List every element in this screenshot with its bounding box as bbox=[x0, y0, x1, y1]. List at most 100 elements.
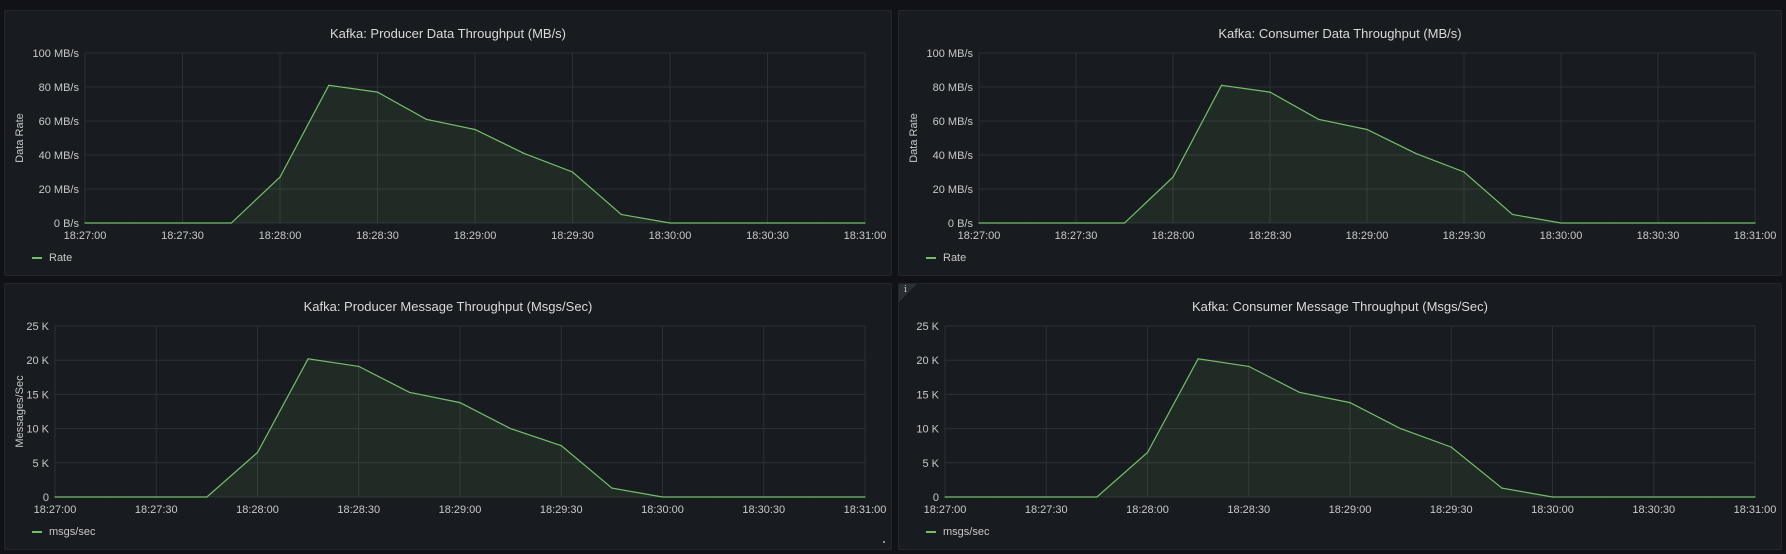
data-point bbox=[1501, 487, 1503, 489]
data-point bbox=[1602, 496, 1604, 498]
panel-producer-msgs[interactable]: Kafka: Producer Message Throughput (Msgs… bbox=[4, 283, 892, 550]
panel-title[interactable]: Kafka: Consumer Data Throughput (MB/s) bbox=[1218, 26, 1462, 41]
data-point bbox=[279, 176, 281, 178]
y-tick-label: 60 MB/s bbox=[39, 116, 80, 128]
y-tick-label: 40 MB/s bbox=[39, 150, 80, 162]
y-axis-label: Data Rate bbox=[908, 113, 920, 163]
x-tick-label: 18:27:00 bbox=[34, 504, 77, 516]
x-tick-label: 18:28:30 bbox=[1227, 504, 1270, 516]
legend[interactable]: msgs/sec bbox=[32, 526, 95, 538]
data-point bbox=[864, 222, 866, 224]
x-tick-label: 18:27:30 bbox=[161, 230, 204, 242]
data-point bbox=[1657, 222, 1659, 224]
x-tick-label: 18:30:30 bbox=[746, 230, 789, 242]
series-area bbox=[55, 358, 865, 497]
y-tick-label: 0 B/s bbox=[54, 218, 80, 230]
x-tick-label: 18:29:00 bbox=[454, 230, 497, 242]
data-point bbox=[155, 496, 157, 498]
panel-consumer-msgs[interactable]: i Kafka: Consumer Message Throughput (Ms… bbox=[898, 283, 1782, 550]
x-tick-label: 18:31:00 bbox=[844, 504, 887, 516]
data-point bbox=[523, 152, 525, 154]
x-tick-label: 18:30:00 bbox=[1531, 504, 1574, 516]
legend-label[interactable]: Rate bbox=[49, 252, 73, 264]
y-tick-label: 5 K bbox=[922, 458, 939, 470]
legend[interactable]: Rate bbox=[32, 252, 72, 264]
data-point bbox=[1349, 402, 1351, 404]
legend-label[interactable]: msgs/sec bbox=[49, 526, 96, 538]
panel-info-corner[interactable] bbox=[899, 284, 917, 302]
panel-consumer-data[interactable]: Kafka: Consumer Data Throughput (MB/s) 0… bbox=[898, 10, 1782, 276]
resize-handle[interactable] bbox=[883, 541, 885, 543]
x-tick-label: 18:29:00 bbox=[439, 504, 482, 516]
data-point bbox=[230, 222, 232, 224]
data-point bbox=[459, 402, 461, 404]
y-tick-label: 15 K bbox=[26, 389, 49, 401]
x-tick-label: 18:30:00 bbox=[641, 504, 684, 516]
data-point bbox=[611, 487, 613, 489]
x-tick-label: 18:29:30 bbox=[1430, 504, 1473, 516]
y-tick-label: 100 MB/s bbox=[927, 48, 974, 60]
legend[interactable]: Rate bbox=[926, 252, 966, 264]
data-point bbox=[1560, 222, 1562, 224]
data-point bbox=[864, 496, 866, 498]
data-point bbox=[1463, 171, 1465, 173]
grid bbox=[84, 52, 866, 224]
x-tick-label: 18:27:30 bbox=[1055, 230, 1098, 242]
info-icon[interactable]: i bbox=[904, 285, 907, 295]
x-tick-label: 18:28:00 bbox=[236, 504, 279, 516]
y-tick-label: 80 MB/s bbox=[933, 82, 974, 94]
y-tick-label: 20 K bbox=[916, 355, 939, 367]
x-tick-label: 18:30:00 bbox=[1540, 230, 1583, 242]
data-point bbox=[133, 222, 135, 224]
legend-label[interactable]: msgs/sec bbox=[943, 526, 990, 538]
data-point bbox=[1045, 496, 1047, 498]
panel-title[interactable]: Kafka: Consumer Message Throughput (Msgs… bbox=[1191, 299, 1488, 314]
data-point bbox=[1197, 358, 1199, 360]
data-point bbox=[1220, 84, 1223, 86]
y-tick-label: 20 MB/s bbox=[933, 184, 974, 196]
data-point bbox=[995, 496, 997, 498]
data-point bbox=[1450, 446, 1452, 448]
panel-title[interactable]: Kafka: Producer Message Throughput (Msgs… bbox=[303, 299, 593, 314]
y-axis-label: Data Rate bbox=[14, 113, 26, 163]
y-tick-label: 20 MB/s bbox=[39, 184, 80, 196]
data-point bbox=[256, 451, 259, 454]
y-tick-label: 25 K bbox=[26, 321, 49, 333]
data-point bbox=[1653, 496, 1655, 498]
data-point bbox=[54, 496, 56, 498]
panel-title[interactable]: Kafka: Producer Data Throughput (MB/s) bbox=[329, 26, 567, 41]
x-tick-label: 18:29:00 bbox=[1346, 230, 1389, 242]
data-point bbox=[425, 118, 427, 120]
legend-swatch bbox=[32, 531, 42, 533]
y-tick-label: 20 K bbox=[26, 355, 49, 367]
y-tick-label: 15 K bbox=[916, 389, 939, 401]
data-point bbox=[1146, 451, 1149, 454]
x-tick-label: 18:28:30 bbox=[1249, 230, 1292, 242]
y-tick-label: 5 K bbox=[32, 458, 49, 470]
series-area bbox=[85, 85, 865, 223]
y-tick-label: 60 MB/s bbox=[933, 116, 974, 128]
data-point bbox=[105, 496, 107, 498]
data-point bbox=[408, 391, 410, 393]
x-tick-label: 18:27:00 bbox=[64, 230, 107, 242]
x-tick-label: 18:27:30 bbox=[135, 504, 178, 516]
y-tick-label: 10 K bbox=[916, 424, 939, 436]
legend[interactable]: msgs/sec bbox=[926, 526, 989, 538]
y-tick-label: 80 MB/s bbox=[39, 82, 80, 94]
data-point bbox=[1705, 222, 1708, 224]
data-point bbox=[474, 128, 476, 131]
data-point bbox=[1703, 496, 1705, 498]
data-point bbox=[1400, 428, 1402, 430]
legend-label[interactable]: Rate bbox=[943, 252, 967, 264]
chart-consumer-msgs: 0 5 K 10 K 15 K 20 K 25 K 18:27:00 18:27:30 18:2… bbox=[916, 321, 1776, 516]
data-point bbox=[944, 496, 946, 498]
data-point bbox=[1317, 118, 1320, 120]
x-tick-label: 18:27:30 bbox=[1025, 504, 1068, 516]
x-tick-label: 18:27:00 bbox=[958, 230, 1001, 242]
data-point bbox=[328, 84, 330, 86]
y-tick-label: 40 MB/s bbox=[933, 150, 974, 162]
data-point bbox=[510, 428, 512, 430]
x-tick-label: 18:30:00 bbox=[649, 230, 692, 242]
data-point bbox=[1511, 213, 1514, 216]
panel-producer-data[interactable]: Kafka: Producer Data Throughput (MB/s) 0… bbox=[4, 10, 892, 276]
